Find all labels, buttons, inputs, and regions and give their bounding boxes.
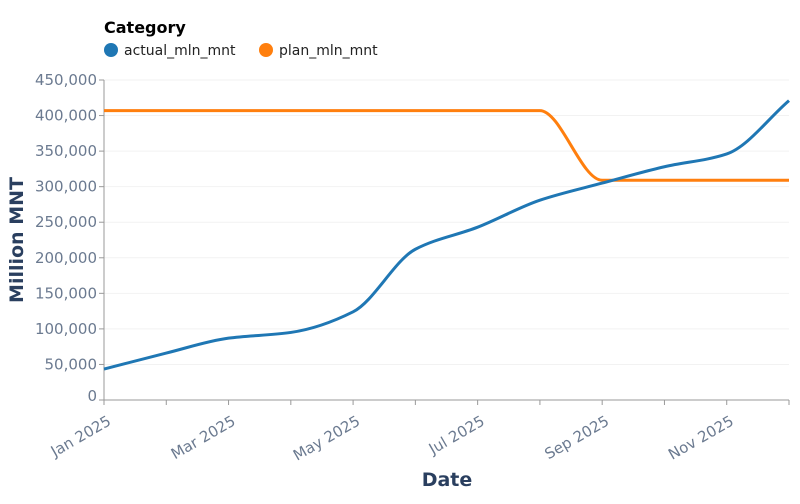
legend-title: Category xyxy=(104,18,186,37)
y-tick-label: 50,000 xyxy=(45,355,98,373)
legend-label-actual[interactable]: actual_mln_mnt xyxy=(124,43,236,59)
y-axis-label: Million MNT xyxy=(6,177,28,303)
y-tick-label: 400,000 xyxy=(35,107,97,125)
x-axis-label: Date xyxy=(422,469,473,491)
y-tick-label: 0 xyxy=(87,387,97,405)
series-line-plan_mln_mnt xyxy=(104,109,789,182)
y-tick-label: 150,000 xyxy=(35,284,97,302)
x-tick-label: Jul 2025 xyxy=(425,412,488,459)
axes: 0 50,000 100,000 150,000 200,000 250,000 300,0… xyxy=(35,71,790,465)
x-tick-label: Nov 2025 xyxy=(665,412,737,464)
grid xyxy=(104,79,789,365)
x-tick-label: Mar 2025 xyxy=(168,412,239,463)
series-line-actual_mln_mnt xyxy=(103,99,790,371)
series-lines xyxy=(103,99,790,371)
x-tick-label: Sep 2025 xyxy=(542,412,613,463)
legend-marker-actual xyxy=(104,43,118,57)
y-tick-label: 100,000 xyxy=(35,320,97,338)
legend-label-plan[interactable]: plan_mln_mnt xyxy=(279,43,378,59)
x-tick-label: Jan 2025 xyxy=(47,412,114,461)
y-tick-label: 300,000 xyxy=(35,178,97,196)
y-tick-label: 250,000 xyxy=(35,213,97,231)
y-tick-label: 200,000 xyxy=(35,249,97,267)
y-tick-label: 350,000 xyxy=(35,142,97,160)
y-tick-label: 450,000 xyxy=(35,71,97,89)
legend-marker-plan xyxy=(259,43,273,57)
x-tick-label: May 2025 xyxy=(290,412,363,465)
legend: Category actual_mln_mnt plan_mln_mnt xyxy=(104,18,378,59)
